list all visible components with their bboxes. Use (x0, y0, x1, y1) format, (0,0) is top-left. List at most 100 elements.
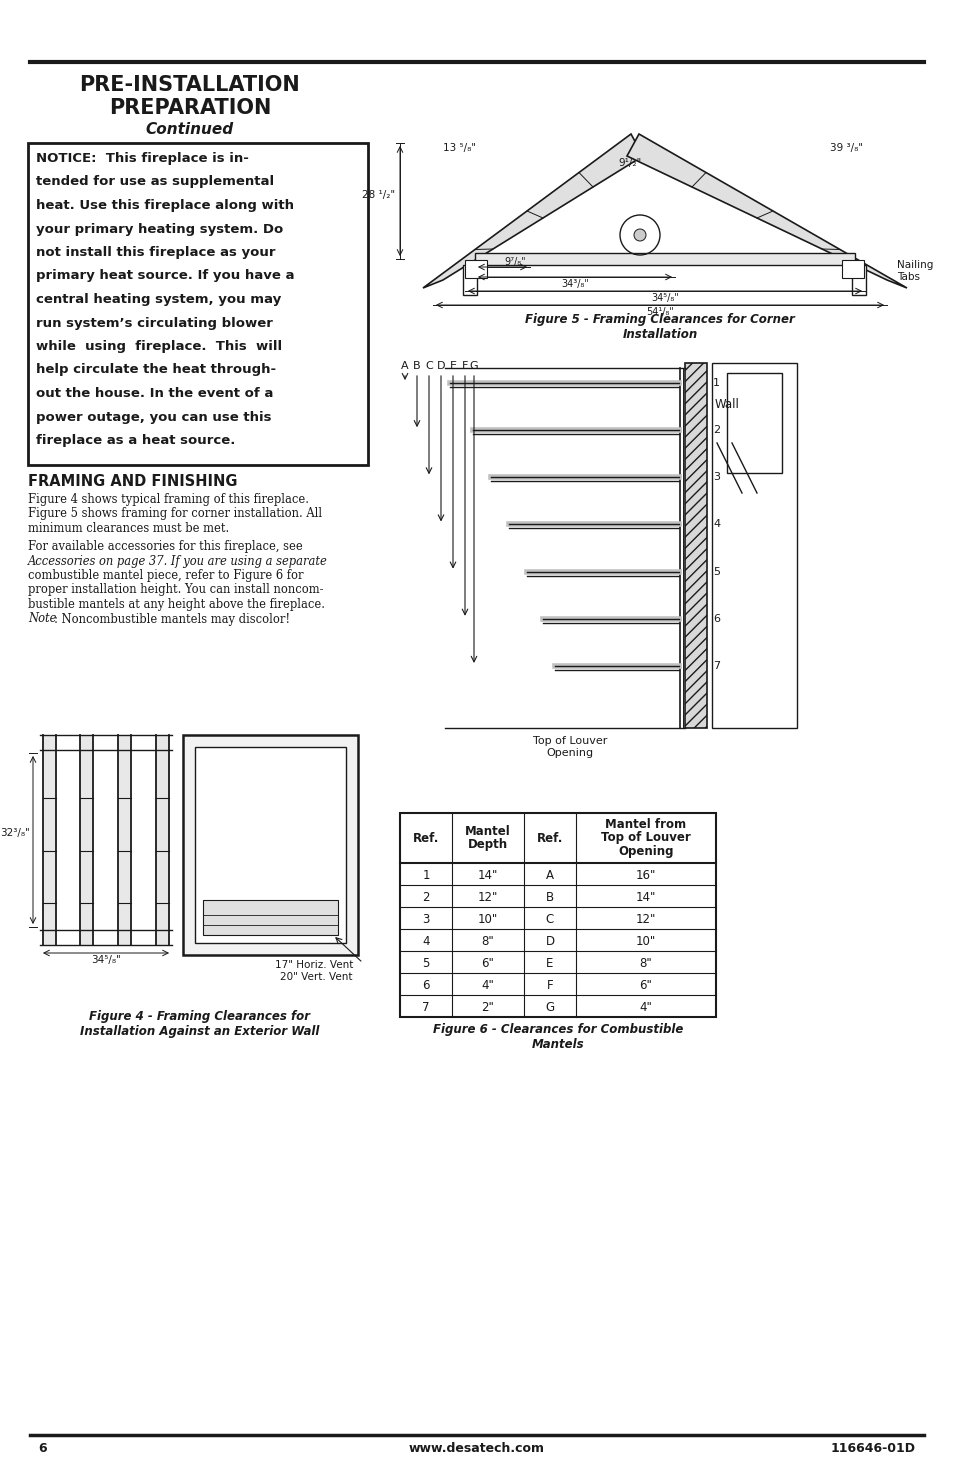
Text: A: A (545, 869, 554, 882)
Text: Figure 4 shows typical framing of this fireplace.: Figure 4 shows typical framing of this f… (28, 493, 309, 506)
Text: 1: 1 (712, 378, 720, 388)
Text: combustible mantel piece, refer to Figure 6 for: combustible mantel piece, refer to Figur… (28, 569, 303, 583)
Text: help circulate the heat through-: help circulate the heat through- (36, 363, 275, 376)
Text: Mantel: Mantel (465, 825, 511, 838)
Text: 12": 12" (635, 913, 656, 926)
Text: 28 ¹/₂": 28 ¹/₂" (361, 190, 395, 201)
Bar (156, 735, 169, 945)
Text: run system’s circulating blower: run system’s circulating blower (36, 317, 273, 329)
Bar (851, 266, 865, 295)
Bar (684, 363, 706, 729)
Text: 6: 6 (38, 1443, 47, 1454)
Bar (118, 735, 131, 945)
Text: 39 ³/₈": 39 ³/₈" (830, 143, 862, 153)
Text: Ref.: Ref. (413, 832, 438, 845)
Text: Mantels: Mantels (531, 1038, 583, 1052)
Text: Top of Louver: Top of Louver (600, 832, 690, 845)
Text: Note: Note (28, 612, 56, 625)
Text: bustible mantels at any height above the fireplace.: bustible mantels at any height above the… (28, 597, 325, 611)
Text: fireplace as a heat source.: fireplace as a heat source. (36, 434, 235, 447)
Text: Installation Against an Exterior Wall: Installation Against an Exterior Wall (80, 1025, 319, 1038)
Text: your primary heating system. Do: your primary heating system. Do (36, 223, 283, 236)
Circle shape (634, 229, 645, 240)
Text: 10": 10" (477, 913, 497, 926)
Text: Mantel from: Mantel from (605, 819, 686, 832)
Text: 10": 10" (636, 935, 656, 948)
Bar (726, 373, 781, 473)
Text: 16": 16" (635, 869, 656, 882)
Text: 1: 1 (422, 869, 429, 882)
Text: tended for use as supplemental: tended for use as supplemental (36, 176, 274, 189)
Text: 14": 14" (477, 869, 497, 882)
Text: 7: 7 (712, 661, 720, 671)
Text: Figure 5 - Framing Clearances for Corner: Figure 5 - Framing Clearances for Corner (524, 313, 794, 326)
Text: C: C (425, 361, 433, 372)
Text: www.desatech.com: www.desatech.com (409, 1443, 544, 1454)
Bar (28, 143, 368, 465)
Bar (475, 254, 854, 266)
Text: 9⁷/₈": 9⁷/₈" (503, 257, 525, 267)
Text: 17" Horiz. Vent: 17" Horiz. Vent (274, 960, 353, 971)
Text: E: E (449, 361, 456, 372)
Text: Wall: Wall (714, 398, 740, 412)
Text: while  using  fireplace.  This  will: while using fireplace. This will (36, 341, 282, 353)
Text: heat. Use this fireplace along with: heat. Use this fireplace along with (36, 199, 294, 212)
Text: PRE-INSTALLATION: PRE-INSTALLATION (79, 75, 300, 94)
Text: 6: 6 (712, 614, 720, 624)
Text: 34³/₈": 34³/₈" (560, 279, 588, 289)
Text: primary heat source. If you have a: primary heat source. If you have a (36, 270, 294, 283)
Text: 34⁵/₈": 34⁵/₈" (651, 294, 679, 302)
Text: Tabs: Tabs (896, 271, 919, 282)
Text: C: C (545, 913, 554, 926)
Bar (203, 900, 337, 935)
Text: 4": 4" (639, 1002, 652, 1013)
Text: 14": 14" (635, 891, 656, 904)
Text: : Noncombustible mantels may discolor!: : Noncombustible mantels may discolor! (54, 612, 290, 625)
Text: 54¹/₈": 54¹/₈" (645, 307, 673, 317)
Text: 13 ⁵/₈": 13 ⁵/₈" (443, 143, 476, 153)
Text: 5: 5 (712, 566, 720, 577)
Text: Ref.: Ref. (537, 832, 562, 845)
Text: 2: 2 (422, 891, 429, 904)
Text: Depth: Depth (468, 838, 508, 851)
Text: 34⁵/₈": 34⁵/₈" (91, 954, 121, 965)
Text: B: B (413, 361, 420, 372)
Text: Continued: Continued (146, 122, 233, 137)
Text: G: G (469, 361, 477, 372)
Text: 6: 6 (422, 979, 429, 993)
Text: PREPARATION: PREPARATION (109, 97, 271, 118)
Polygon shape (422, 134, 642, 288)
Text: 7: 7 (422, 1002, 429, 1013)
Polygon shape (626, 134, 906, 288)
Bar (194, 746, 346, 943)
Text: 116646-01D: 116646-01D (830, 1443, 915, 1454)
Text: 6": 6" (481, 957, 494, 971)
Bar (462, 266, 476, 295)
Text: NOTICE:  This fireplace is in-: NOTICE: This fireplace is in- (36, 152, 249, 165)
Text: Installation: Installation (621, 327, 697, 341)
Text: power outage, you can use this: power outage, you can use this (36, 410, 272, 423)
Text: 4: 4 (712, 519, 720, 530)
Text: E: E (546, 957, 553, 971)
Bar (183, 735, 357, 954)
Text: D: D (436, 361, 445, 372)
Bar (841, 260, 863, 277)
Text: Figure 6 - Clearances for Combustible: Figure 6 - Clearances for Combustible (433, 1024, 682, 1035)
Text: Nailing: Nailing (896, 260, 932, 270)
Text: not install this fireplace as your: not install this fireplace as your (36, 246, 275, 260)
Text: G: G (545, 1002, 554, 1013)
Text: 8": 8" (481, 935, 494, 948)
Text: 9¹/₂": 9¹/₂" (618, 158, 641, 168)
Bar (711, 363, 796, 729)
Text: 4: 4 (422, 935, 429, 948)
Text: F: F (461, 361, 468, 372)
Text: A: A (401, 361, 409, 372)
Text: 5: 5 (422, 957, 429, 971)
Text: For available accessories for this fireplace, see: For available accessories for this firep… (28, 540, 302, 553)
Text: Top of Louver: Top of Louver (533, 736, 606, 746)
Text: 12": 12" (477, 891, 497, 904)
Text: Opening: Opening (546, 748, 593, 758)
Text: 20" Vert. Vent: 20" Vert. Vent (280, 972, 353, 982)
Text: 4": 4" (481, 979, 494, 993)
Text: Opening: Opening (618, 845, 673, 857)
